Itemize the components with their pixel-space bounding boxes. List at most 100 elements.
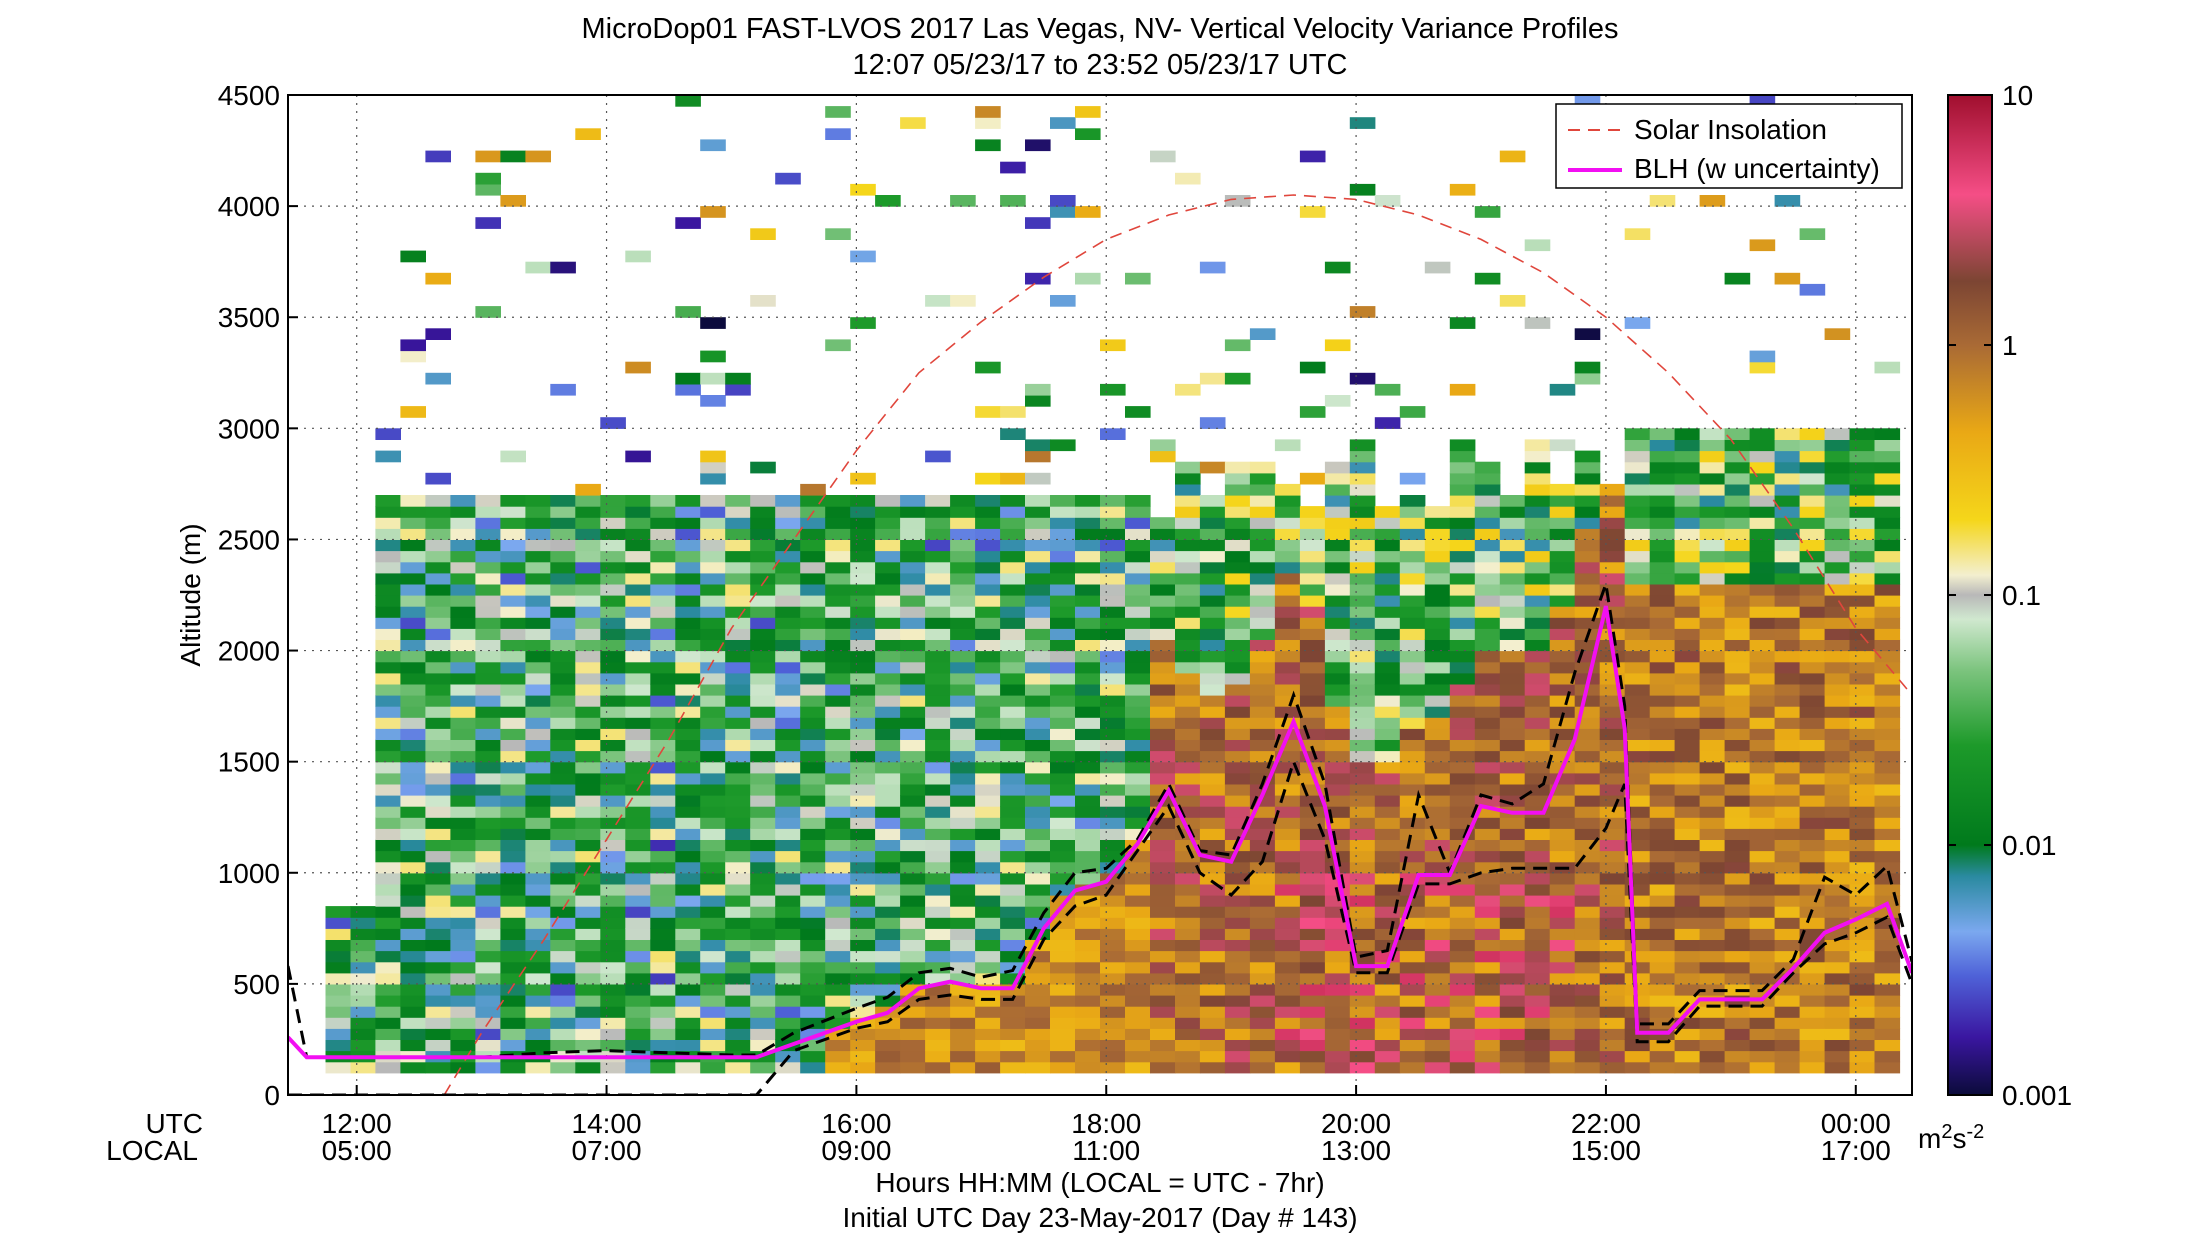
heatmap-cell bbox=[950, 650, 976, 663]
colorbar-tick-label: 10 bbox=[2002, 80, 2033, 111]
heatmap-cell bbox=[500, 861, 526, 874]
heatmap-cell bbox=[1324, 750, 1351, 763]
heatmap-cell bbox=[1075, 728, 1101, 740]
heatmap-cell bbox=[625, 850, 651, 863]
heatmap-cell bbox=[1599, 839, 1626, 852]
heatmap-cell bbox=[400, 617, 426, 629]
heatmap-cell bbox=[1324, 817, 1351, 829]
heatmap-cell bbox=[975, 1050, 1001, 1063]
heatmap-cell bbox=[1824, 828, 1851, 840]
heatmap-cell bbox=[1699, 950, 1726, 963]
heatmap-cell bbox=[425, 783, 451, 796]
heatmap-cell bbox=[1424, 950, 1451, 963]
heatmap-cell bbox=[625, 1017, 651, 1029]
heatmap-cell bbox=[450, 672, 476, 685]
heatmap-cell bbox=[650, 539, 676, 552]
heatmap-cell bbox=[550, 650, 576, 663]
heatmap-cell bbox=[1699, 506, 1726, 518]
heatmap-cell bbox=[1399, 1050, 1426, 1063]
heatmap-cell bbox=[1374, 506, 1401, 518]
heatmap-cell bbox=[1524, 739, 1551, 752]
heatmap-cell bbox=[1100, 983, 1126, 996]
heatmap-cell bbox=[1524, 795, 1551, 807]
heatmap-cell bbox=[1749, 828, 1776, 840]
heatmap-cell bbox=[825, 995, 851, 1007]
heatmap-cell bbox=[1175, 606, 1201, 618]
heatmap-cell bbox=[975, 850, 1001, 863]
heatmap-cell bbox=[1399, 950, 1426, 963]
heatmap-cell bbox=[1474, 939, 1501, 952]
heatmap-cell bbox=[725, 939, 751, 952]
heatmap-cell bbox=[925, 928, 951, 940]
heatmap-cell bbox=[1274, 595, 1301, 607]
heatmap-cell bbox=[550, 772, 576, 785]
heatmap-cell bbox=[1075, 795, 1101, 807]
heatmap-cell bbox=[575, 595, 601, 607]
heatmap-cell bbox=[1749, 639, 1776, 652]
heatmap-cell bbox=[375, 883, 401, 896]
heatmap-cell bbox=[1849, 428, 1876, 440]
heatmap-cell bbox=[675, 683, 701, 696]
heatmap-cell bbox=[1449, 650, 1476, 663]
heatmap-cell bbox=[1649, 828, 1676, 840]
heatmap-cell bbox=[1724, 861, 1751, 874]
heatmap-cell bbox=[825, 1006, 851, 1018]
heatmap-cell bbox=[1749, 1039, 1776, 1052]
heatmap-cell bbox=[1574, 983, 1601, 996]
heatmap-cell bbox=[1574, 750, 1601, 763]
heatmap-cell bbox=[500, 639, 526, 652]
heatmap-cell bbox=[800, 528, 826, 540]
heatmap-cell bbox=[1774, 772, 1801, 785]
heatmap-cell bbox=[1574, 95, 1601, 107]
heatmap-cell bbox=[550, 617, 576, 629]
heatmap-cell bbox=[1274, 439, 1301, 452]
heatmap-cell bbox=[1274, 695, 1301, 707]
heatmap-cell bbox=[1449, 683, 1476, 696]
heatmap-cell bbox=[500, 939, 526, 952]
heatmap-cell bbox=[1274, 583, 1301, 596]
heatmap-cell bbox=[1749, 550, 1776, 563]
heatmap-cell bbox=[1449, 606, 1476, 618]
heatmap-cell bbox=[1000, 406, 1026, 418]
heatmap-cell bbox=[1524, 939, 1551, 952]
heatmap-cell bbox=[1274, 639, 1301, 652]
heatmap-cell bbox=[1075, 839, 1101, 852]
heatmap-cell bbox=[525, 795, 551, 807]
heatmap-cell bbox=[1374, 539, 1401, 552]
heatmap-cell bbox=[625, 561, 651, 574]
heatmap-cell bbox=[1524, 761, 1551, 774]
heatmap-cell bbox=[400, 495, 426, 507]
heatmap-cell bbox=[1025, 572, 1051, 585]
heatmap-cell bbox=[625, 995, 651, 1007]
heatmap-cell bbox=[525, 650, 551, 663]
heatmap-cell bbox=[1724, 717, 1751, 729]
heatmap-cell bbox=[1224, 683, 1251, 696]
heatmap-cell bbox=[375, 717, 401, 729]
heatmap-cell bbox=[1674, 717, 1701, 729]
heatmap-cell bbox=[1624, 950, 1651, 963]
heatmap-cell bbox=[525, 817, 551, 829]
heatmap-cell bbox=[750, 695, 776, 707]
heatmap-cell bbox=[1474, 683, 1501, 696]
heatmap-cell bbox=[1699, 572, 1726, 585]
heatmap-cell bbox=[700, 650, 726, 663]
heatmap-cell bbox=[1824, 450, 1851, 463]
heatmap-cell bbox=[1824, 950, 1851, 963]
heatmap-cell bbox=[1249, 828, 1276, 840]
heatmap-cell bbox=[950, 883, 976, 896]
heatmap-cell bbox=[1025, 783, 1051, 796]
heatmap-cell bbox=[350, 972, 377, 985]
heatmap-cell bbox=[600, 583, 626, 596]
heatmap-cell bbox=[850, 639, 876, 652]
heatmap-cell bbox=[1699, 550, 1726, 563]
heatmap-cell bbox=[525, 950, 551, 963]
heatmap-cell bbox=[1274, 650, 1301, 663]
heatmap-cell bbox=[1874, 895, 1901, 907]
heatmap-cell bbox=[1050, 528, 1076, 540]
heatmap-cell bbox=[1274, 895, 1301, 907]
heatmap-cell bbox=[725, 572, 751, 585]
heatmap-cell bbox=[1449, 828, 1476, 840]
heatmap-cell bbox=[500, 617, 526, 629]
heatmap-cell bbox=[1274, 972, 1301, 985]
